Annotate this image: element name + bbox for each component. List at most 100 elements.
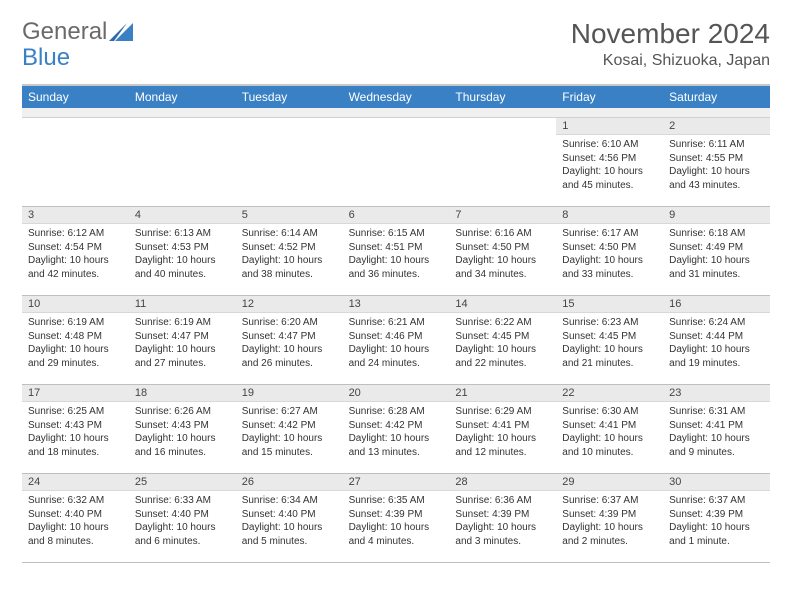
- cell-body: Sunrise: 6:18 AMSunset: 4:49 PMDaylight:…: [663, 224, 770, 287]
- calendar-cell: 5Sunrise: 6:14 AMSunset: 4:52 PMDaylight…: [236, 207, 343, 295]
- calendar-cell: 29Sunrise: 6:37 AMSunset: 4:39 PMDayligh…: [556, 474, 663, 562]
- cell-date: 15: [556, 296, 663, 313]
- sunset-text: Sunset: 4:55 PM: [669, 152, 764, 166]
- daylight-text: Daylight: 10 hours and 27 minutes.: [135, 343, 230, 370]
- cell-date: 27: [343, 474, 450, 491]
- cell-body: Sunrise: 6:25 AMSunset: 4:43 PMDaylight:…: [22, 402, 129, 465]
- dayhead: Tuesday: [236, 86, 343, 108]
- cell-date: 1: [556, 118, 663, 135]
- daylight-text: Daylight: 10 hours and 45 minutes.: [562, 165, 657, 192]
- sunrise-text: Sunrise: 6:31 AM: [669, 405, 764, 419]
- daylight-text: Daylight: 10 hours and 15 minutes.: [242, 432, 337, 459]
- dayhead: Friday: [556, 86, 663, 108]
- cell-date: 23: [663, 385, 770, 402]
- sunset-text: Sunset: 4:40 PM: [28, 508, 123, 522]
- sunrise-text: Sunrise: 6:17 AM: [562, 227, 657, 241]
- calendar-cell: 20Sunrise: 6:28 AMSunset: 4:42 PMDayligh…: [343, 385, 450, 473]
- calendar-cell: 6Sunrise: 6:15 AMSunset: 4:51 PMDaylight…: [343, 207, 450, 295]
- sunset-text: Sunset: 4:41 PM: [562, 419, 657, 433]
- calendar-cell: 15 Sunrise: 6:23 AMSunset: 4:45 PMDayligh…: [556, 296, 663, 384]
- cell-body: Sunrise: 6:34 AMSunset: 4:40 PMDaylight:…: [236, 491, 343, 554]
- sunset-text: Sunset: 4:50 PM: [562, 241, 657, 255]
- cell-date: 10: [22, 296, 129, 313]
- cell-date: 25: [129, 474, 236, 491]
- calendar-cell: 19Sunrise: 6:27 AMSunset: 4:42 PMDayligh…: [236, 385, 343, 473]
- calendar-cell: [129, 118, 236, 206]
- cell-body: Sunrise: 6:13 AMSunset: 4:53 PMDaylight:…: [129, 224, 236, 287]
- sunset-text: Sunset: 4:49 PM: [669, 241, 764, 255]
- cell-date: 6: [343, 207, 450, 224]
- cell-body: Sunrise: 6:35 AMSunset: 4:39 PMDaylight:…: [343, 491, 450, 554]
- daylight-text: Daylight: 10 hours and 26 minutes.: [242, 343, 337, 370]
- cell-body: Sunrise: 6:29 AMSunset: 4:41 PMDaylight:…: [449, 402, 556, 465]
- cell-date: 18: [129, 385, 236, 402]
- spacer-row: [22, 108, 770, 118]
- cell-body: Sunrise: 6:28 AMSunset: 4:42 PMDaylight:…: [343, 402, 450, 465]
- cell-date: 5: [236, 207, 343, 224]
- calendar-cell: [22, 118, 129, 206]
- sunrise-text: Sunrise: 6:16 AM: [455, 227, 550, 241]
- calendar-cell: 25Sunrise: 6:33 AMSunset: 4:40 PMDayligh…: [129, 474, 236, 562]
- cell-body: Sunrise: 6:19 AMSunset: 4:48 PMDaylight:…: [22, 313, 129, 376]
- sunset-text: Sunset: 4:40 PM: [135, 508, 230, 522]
- daylight-text: Daylight: 10 hours and 24 minutes.: [349, 343, 444, 370]
- sunrise-text: Sunrise: 6:23 AM: [562, 316, 657, 330]
- sunset-text: Sunset: 4:52 PM: [242, 241, 337, 255]
- dayhead: Thursday: [449, 86, 556, 108]
- sunrise-text: Sunrise: 6:19 AM: [135, 316, 230, 330]
- sunrise-text: Sunrise: 6:12 AM: [28, 227, 123, 241]
- sunset-text: Sunset: 4:45 PM: [455, 330, 550, 344]
- cell-body: Sunrise: 6:37 AMSunset: 4:39 PMDaylight:…: [556, 491, 663, 554]
- sunset-text: Sunset: 4:47 PM: [135, 330, 230, 344]
- week-row: 17Sunrise: 6:25 AMSunset: 4:43 PMDayligh…: [22, 385, 770, 474]
- daylight-text: Daylight: 10 hours and 40 minutes.: [135, 254, 230, 281]
- calendar-cell: 3Sunrise: 6:12 AMSunset: 4:54 PMDaylight…: [22, 207, 129, 295]
- daylight-text: Daylight: 10 hours and 13 minutes.: [349, 432, 444, 459]
- sunset-text: Sunset: 4:39 PM: [562, 508, 657, 522]
- logo-mark-icon: [109, 23, 133, 41]
- daylight-text: Daylight: 10 hours and 18 minutes.: [28, 432, 123, 459]
- cell-body: Sunrise: 6:24 AMSunset: 4:44 PMDaylight:…: [663, 313, 770, 376]
- calendar-cell: 14Sunrise: 6:22 AMSunset: 4:45 PMDayligh…: [449, 296, 556, 384]
- sunset-text: Sunset: 4:45 PM: [562, 330, 657, 344]
- cell-date: 7: [449, 207, 556, 224]
- sunset-text: Sunset: 4:46 PM: [349, 330, 444, 344]
- daylight-text: Daylight: 10 hours and 36 minutes.: [349, 254, 444, 281]
- week-row: 1Sunrise: 6:10 AMSunset: 4:56 PMDaylight…: [22, 118, 770, 207]
- cell-date: 24: [22, 474, 129, 491]
- cell-date: 26: [236, 474, 343, 491]
- daylight-text: Daylight: 10 hours and 31 minutes.: [669, 254, 764, 281]
- cell-date: 13: [343, 296, 450, 313]
- logo-text-blue: Blue: [22, 44, 70, 72]
- calendar-cell: 16Sunrise: 6:24 AMSunset: 4:44 PMDayligh…: [663, 296, 770, 384]
- daylight-text: Daylight: 10 hours and 4 minutes.: [349, 521, 444, 548]
- sunset-text: Sunset: 4:50 PM: [455, 241, 550, 255]
- cell-body: Sunrise: 6:27 AMSunset: 4:42 PMDaylight:…: [236, 402, 343, 465]
- sunrise-text: Sunrise: 6:24 AM: [669, 316, 764, 330]
- sunrise-text: Sunrise: 6:36 AM: [455, 494, 550, 508]
- cell-body: Sunrise: 6:36 AMSunset: 4:39 PMDaylight:…: [449, 491, 556, 554]
- cell-date: 9: [663, 207, 770, 224]
- sunrise-text: Sunrise: 6:28 AM: [349, 405, 444, 419]
- calendar-cell: 17Sunrise: 6:25 AMSunset: 4:43 PMDayligh…: [22, 385, 129, 473]
- calendar: SundayMondayTuesdayWednesdayThursdayFrid…: [22, 84, 770, 563]
- sunset-text: Sunset: 4:47 PM: [242, 330, 337, 344]
- calendar-cell: [343, 118, 450, 206]
- daylight-text: Daylight: 10 hours and 21 minutes.: [562, 343, 657, 370]
- calendar-cell: 1Sunrise: 6:10 AMSunset: 4:56 PMDaylight…: [556, 118, 663, 206]
- cell-body: Sunrise: 6:21 AMSunset: 4:46 PMDaylight:…: [343, 313, 450, 376]
- sunrise-text: Sunrise: 6:11 AM: [669, 138, 764, 152]
- cell-date: 16: [663, 296, 770, 313]
- daylight-text: Daylight: 10 hours and 16 minutes.: [135, 432, 230, 459]
- calendar-cell: 2Sunrise: 6:11 AMSunset: 4:55 PMDaylight…: [663, 118, 770, 206]
- sunrise-text: Sunrise: 6:25 AM: [28, 405, 123, 419]
- dayhead-row: SundayMondayTuesdayWednesdayThursdayFrid…: [22, 86, 770, 108]
- cell-body: Sunrise: 6:32 AMSunset: 4:40 PMDaylight:…: [22, 491, 129, 554]
- sunset-text: Sunset: 4:48 PM: [28, 330, 123, 344]
- calendar-cell: 4Sunrise: 6:13 AMSunset: 4:53 PMDaylight…: [129, 207, 236, 295]
- sunset-text: Sunset: 4:40 PM: [242, 508, 337, 522]
- calendar-cell: 21Sunrise: 6:29 AMSunset: 4:41 PMDayligh…: [449, 385, 556, 473]
- cell-date: 14: [449, 296, 556, 313]
- daylight-text: Daylight: 10 hours and 29 minutes.: [28, 343, 123, 370]
- sunrise-text: Sunrise: 6:18 AM: [669, 227, 764, 241]
